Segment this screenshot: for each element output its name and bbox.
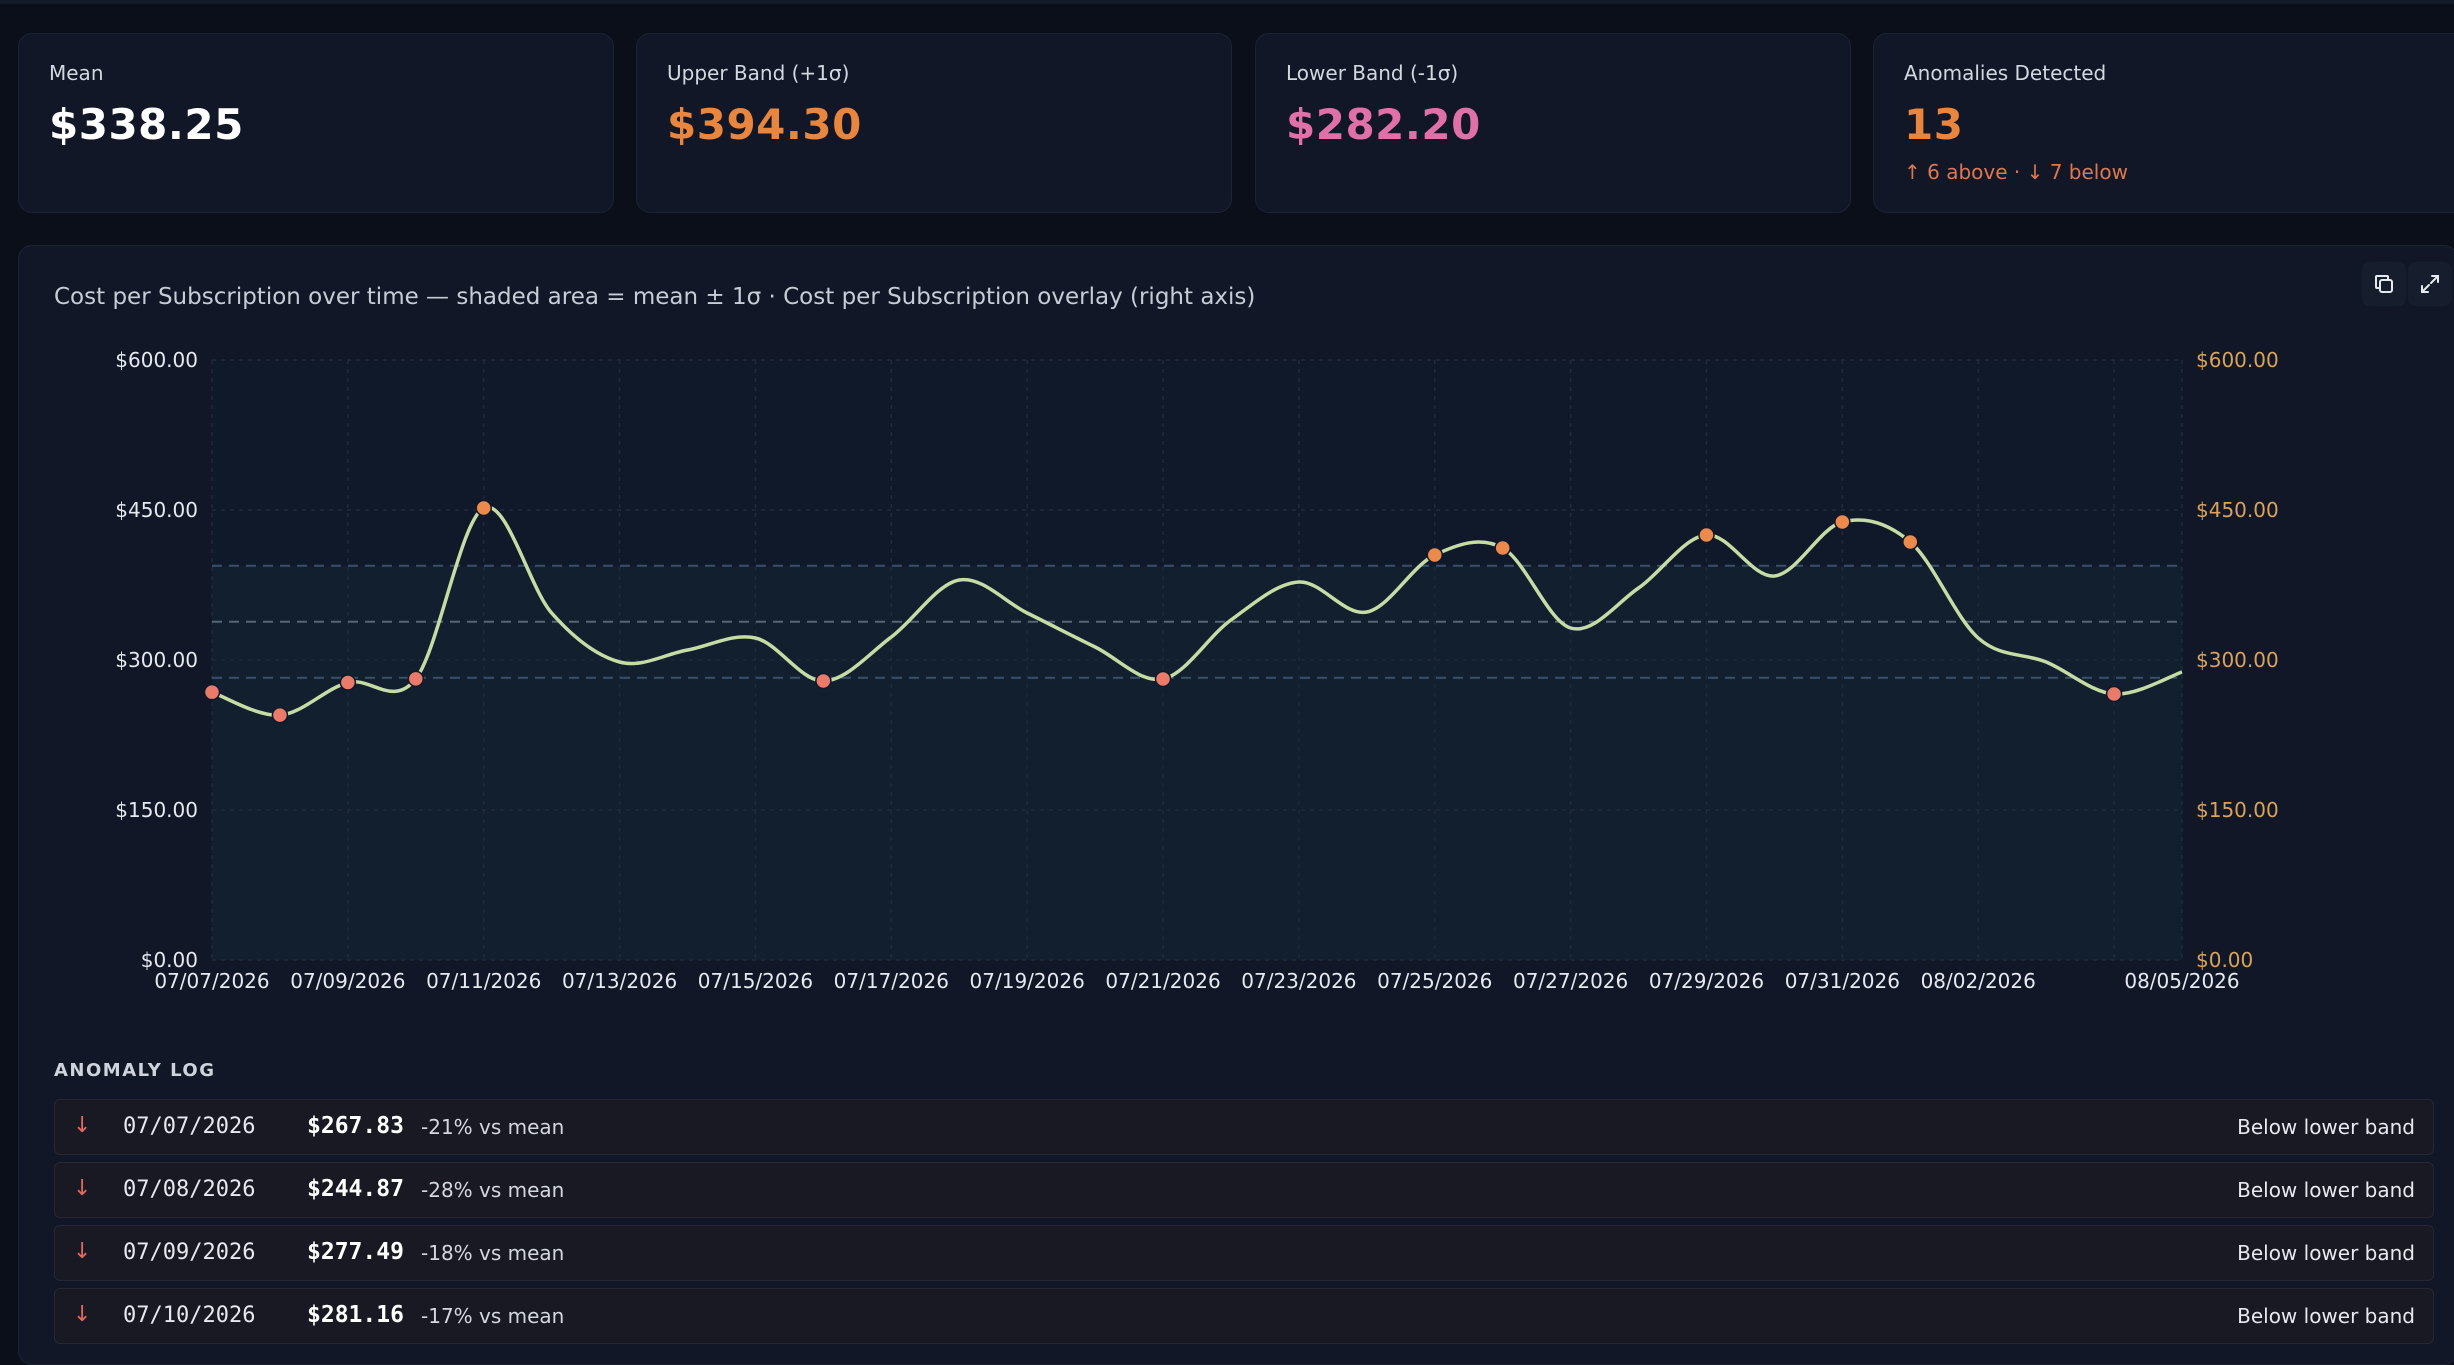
anomaly-point	[1834, 513, 1851, 531]
stat-card-lower-band: Lower Band (-1σ) $282.20	[1255, 33, 1851, 213]
anomaly-pct: -21% vs mean	[421, 1115, 565, 1139]
x-tick-label: 07/07/2026	[154, 969, 269, 993]
x-tick-label: 07/27/2026	[1513, 969, 1628, 993]
down-arrow-icon: ↓	[73, 1302, 92, 1327]
stat-card-mean: Mean $338.25	[18, 33, 614, 213]
anomaly-log-title: ANOMALY LOG	[54, 1060, 216, 1081]
x-tick-label: 07/09/2026	[290, 969, 405, 993]
x-tick-label: 07/17/2026	[834, 969, 949, 993]
anomaly-point	[407, 670, 425, 688]
y2-tick-label: $450.00	[2196, 498, 2279, 522]
y-tick-label: $150.00	[115, 798, 198, 822]
expand-icon	[2421, 275, 2439, 293]
x-tick-label: 07/23/2026	[1241, 969, 1356, 993]
anomaly-point	[339, 674, 357, 691]
anomaly-row[interactable]: ↓ 07/09/2026 $277.49 -18% vs mean Below …	[54, 1225, 2434, 1281]
stat-card-anomalies: Anomalies Detected 13 ↑ 6 above · ↓ 7 be…	[1873, 33, 2454, 213]
anomaly-point	[815, 672, 832, 690]
anomaly-date: 07/10/2026	[123, 1303, 256, 1328]
down-arrow-icon: ↓	[73, 1176, 92, 1201]
x-tick-label: 07/15/2026	[698, 969, 813, 993]
anomaly-value: $277.49	[307, 1239, 404, 1265]
x-tick-label: 08/02/2026	[1921, 969, 2036, 993]
stat-value: $282.20	[1286, 100, 1481, 149]
anomaly-point	[203, 683, 221, 701]
band-fill	[212, 565, 2182, 960]
anomaly-row[interactable]: ↓ 07/08/2026 $244.87 -28% vs mean Below …	[54, 1162, 2434, 1218]
anomaly-status: Below lower band	[2237, 1304, 2415, 1328]
stat-label: Upper Band (+1σ)	[667, 61, 850, 85]
anomaly-date: 07/07/2026	[123, 1114, 256, 1139]
anomaly-point	[475, 499, 492, 517]
anomaly-row[interactable]: ↓ 07/07/2026 $267.83 -21% vs mean Below …	[54, 1099, 2434, 1155]
stat-value: 13	[1904, 100, 1964, 149]
anomaly-point	[1902, 533, 1919, 551]
anomaly-date: 07/09/2026	[123, 1240, 256, 1265]
chart-subtitle: Cost per Subscription over time — shaded…	[54, 284, 1256, 310]
x-tick-label: 08/05/2026	[2124, 969, 2239, 993]
y2-tick-label: $150.00	[2196, 798, 2279, 822]
stat-value: $394.30	[667, 100, 862, 149]
expand-button[interactable]	[2408, 262, 2452, 306]
down-arrow-icon: ↓	[73, 1113, 92, 1138]
x-tick-label: 07/11/2026	[426, 969, 541, 993]
y-tick-label: $0.00	[141, 948, 198, 972]
x-tick-label: 07/19/2026	[970, 969, 1085, 993]
anomaly-row[interactable]: ↓ 07/10/2026 $281.16 -17% vs mean Below …	[54, 1288, 2434, 1344]
stat-label: Anomalies Detected	[1904, 61, 2107, 85]
down-arrow-icon: ↓	[73, 1239, 92, 1264]
anomaly-value: $281.16	[307, 1302, 404, 1328]
anomaly-point	[1494, 539, 1511, 557]
stat-label: Lower Band (-1σ)	[1286, 61, 1459, 85]
x-tick-label: 07/13/2026	[562, 969, 677, 993]
anomaly-point	[1154, 670, 1172, 688]
anomaly-point	[1698, 526, 1715, 544]
x-tick-label: 07/29/2026	[1649, 969, 1764, 993]
stat-value: $338.25	[49, 100, 244, 149]
anomaly-value: $244.87	[307, 1176, 404, 1202]
y2-tick-label: $0.00	[2196, 948, 2253, 972]
anomaly-status: Below lower band	[2237, 1241, 2415, 1265]
anomaly-date: 07/08/2026	[123, 1177, 256, 1202]
copy-icon	[2375, 275, 2393, 293]
y-tick-label: $450.00	[115, 498, 198, 522]
anomaly-pct: -28% vs mean	[421, 1178, 565, 1202]
y-tick-label: $300.00	[115, 648, 198, 672]
x-tick-label: 07/21/2026	[1105, 969, 1220, 993]
anomaly-pct: -18% vs mean	[421, 1241, 565, 1265]
anomaly-breakdown: ↑ 6 above · ↓ 7 below	[1904, 160, 2128, 184]
stat-label: Mean	[49, 61, 104, 85]
y2-tick-label: $300.00	[2196, 648, 2279, 672]
x-tick-label: 07/31/2026	[1785, 969, 1900, 993]
x-tick-label: 07/25/2026	[1377, 969, 1492, 993]
copy-button[interactable]	[2362, 262, 2406, 306]
stat-card-upper-band: Upper Band (+1σ) $394.30	[636, 33, 1232, 213]
anomaly-status: Below lower band	[2237, 1115, 2415, 1139]
anomaly-point	[2105, 685, 2123, 703]
y2-tick-label: $600.00	[2196, 348, 2279, 372]
top-divider	[0, 0, 2454, 4]
anomaly-point	[1426, 546, 1444, 564]
cost-chart: $0.00 $0.00 $150.00 $150.00 $300.00 $300.00 $4…	[115, 348, 2279, 993]
y-tick-label: $600.00	[115, 348, 198, 372]
anomaly-pct: -17% vs mean	[421, 1304, 565, 1328]
anomaly-status: Below lower band	[2237, 1178, 2415, 1202]
anomaly-value: $267.83	[307, 1113, 404, 1139]
anomaly-point	[271, 706, 289, 724]
